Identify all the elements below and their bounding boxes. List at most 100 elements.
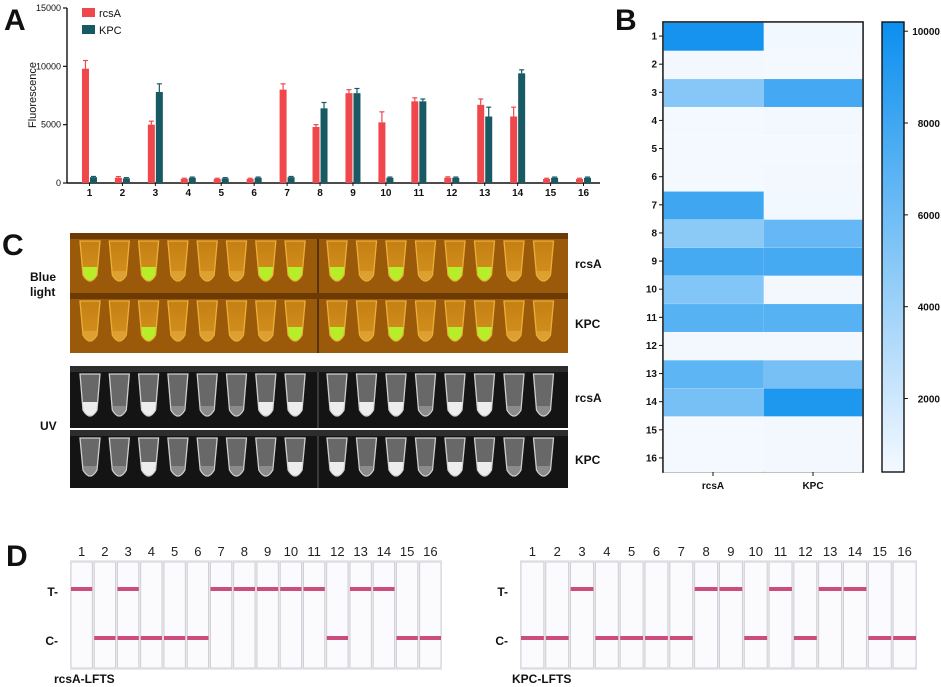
- heatmap-row-label: 15: [646, 425, 658, 436]
- bar-rcsA-4: [180, 178, 188, 183]
- bar-rcsA-1: [81, 68, 89, 183]
- bar-KPC-8: [320, 108, 328, 183]
- lfts-strip-2: [93, 561, 116, 669]
- tube-negative-liquid-10: [360, 331, 373, 340]
- tube-negative-liquid-15: [507, 466, 521, 475]
- bar-KPC-1: [89, 177, 97, 183]
- lfts-strip-1: [520, 561, 545, 669]
- lfts-lane-number: 15: [400, 544, 414, 559]
- tube-negative-liquid-12: [419, 271, 432, 280]
- bar-KPC-15: [551, 177, 559, 183]
- tube-negative-liquid-10: [360, 466, 373, 475]
- panel-d-strips: T-C-1 2 3 4 5 6 7 8 9 10 11 12 13 14 15 16rcsA-LFTST-C-…: [45, 544, 917, 686]
- lfts-strip-12: [326, 561, 349, 669]
- tube-negative-liquid-4: [171, 331, 185, 340]
- lfts-strip-1: [70, 561, 93, 669]
- lfts-strip-10: [279, 561, 302, 669]
- lfts-strip-4: [140, 561, 163, 669]
- heatmap-cell-1-rcsA: [663, 22, 764, 51]
- lfts-lane-number: 8: [241, 544, 248, 559]
- panel-c-strip-blue-0: rcsA: [70, 233, 602, 293]
- heatmap-row-label: 7: [651, 200, 657, 211]
- lfts-strip-13: [818, 561, 842, 669]
- bar-KPC-16: [584, 177, 592, 183]
- heatmap-cell-7-KPC: [763, 191, 863, 220]
- tube-negative-liquid-1: [83, 331, 97, 340]
- tube-negative-liquid-10: [360, 271, 373, 280]
- bar-rcsA-2: [114, 177, 122, 183]
- heatmap-cell-14-KPC: [763, 388, 863, 417]
- lfts-lane-number: 5: [171, 544, 178, 559]
- panel-c-strip-blue-1: KPC: [70, 293, 601, 353]
- bar-rcsA-6: [246, 178, 254, 183]
- lfts-lane-number: 3: [125, 544, 132, 559]
- lfts-t-line-8: [694, 587, 718, 591]
- heatmap-cell-13-KPC: [763, 360, 863, 389]
- heatmap-cell-12-rcsA: [663, 332, 764, 361]
- photo-rim: [70, 366, 568, 372]
- bar-rcsA-14: [510, 116, 518, 183]
- lfts-c-line-7: [669, 636, 693, 640]
- tube-positive-liquid-9: [329, 462, 345, 476]
- bar-rcsA-11: [411, 101, 419, 183]
- panel-c-strip-uv-2: rcsA: [70, 366, 602, 428]
- lfts-t-line-11: [303, 587, 325, 591]
- lfts-strip-15: [396, 561, 419, 669]
- panel-letter-a: A: [4, 4, 26, 37]
- lfts-strip-9: [256, 561, 279, 669]
- heatmap-cell-12-KPC: [763, 332, 863, 361]
- lfts-strip-16: [419, 561, 442, 669]
- lfts-c-line-4: [140, 636, 162, 640]
- tube-negative-liquid-2: [112, 406, 126, 415]
- heatmap-cell-9-rcsA: [663, 247, 764, 276]
- lfts-strip-7: [669, 561, 694, 669]
- lfts-lane-number: 6: [653, 544, 660, 559]
- panel-letter-d: D: [6, 540, 28, 573]
- panel-a-x-tick-label: 12: [446, 188, 458, 199]
- lfts-lane-number: 10: [284, 544, 298, 559]
- lfts-lane-number: 16: [897, 544, 911, 559]
- lfts-lane-number: 2: [554, 544, 561, 559]
- panel-a-x-tick-label: 10: [380, 188, 392, 199]
- heatmap-cells: [663, 22, 863, 473]
- lfts-c-line-6: [187, 636, 209, 640]
- bar-KPC-7: [287, 177, 295, 183]
- tube-negative-liquid-2: [112, 466, 126, 475]
- panel-a-x-tick-label: 13: [479, 188, 491, 199]
- lfts-strip-11: [303, 561, 326, 669]
- tube-positive-liquid-7: [258, 267, 274, 281]
- lfts-lane-number: 9: [727, 544, 734, 559]
- tube-negative-liquid-2: [112, 331, 126, 340]
- heatmap-col-label-KPC: KPC: [802, 481, 823, 492]
- lfts-lane-number: 7: [218, 544, 225, 559]
- colorbar-tick-label: 6000: [918, 211, 941, 222]
- tube-negative-liquid-6: [230, 271, 243, 280]
- tube-positive-liquid-13: [447, 402, 463, 416]
- lfts-strip-6: [186, 561, 209, 669]
- legend-swatch-rcsA: [82, 8, 95, 17]
- tube-negative-liquid-16: [537, 331, 550, 340]
- panel-a-x-tick-label: 6: [251, 188, 257, 199]
- heatmap-cell-10-KPC: [763, 275, 863, 304]
- strip-label: KPC: [575, 453, 601, 467]
- colorbar-tick-label: 10000: [912, 27, 940, 38]
- tube-positive-liquid-14: [477, 327, 492, 341]
- heatmap-cell-15-rcsA: [663, 416, 764, 445]
- heatmap-cell-13-rcsA: [663, 360, 764, 389]
- lfts-strip-name: rcsA-LFTS: [54, 672, 115, 686]
- tube-negative-liquid-16: [537, 406, 550, 415]
- lfts-c-line-4: [595, 636, 619, 640]
- tube-positive-liquid-14: [477, 402, 492, 416]
- tube-positive-liquid-14: [477, 267, 492, 281]
- heatmap-row-label: 2: [651, 60, 657, 71]
- tube-negative-liquid-12: [419, 331, 432, 340]
- lfts-strip-12: [793, 561, 818, 669]
- lfts-t-line-7: [210, 587, 232, 591]
- lfts-strip-8: [233, 561, 256, 669]
- blue-light-label-line1: Blue: [30, 270, 56, 284]
- bar-rcsA-9: [345, 93, 353, 183]
- bar-KPC-2: [122, 178, 130, 183]
